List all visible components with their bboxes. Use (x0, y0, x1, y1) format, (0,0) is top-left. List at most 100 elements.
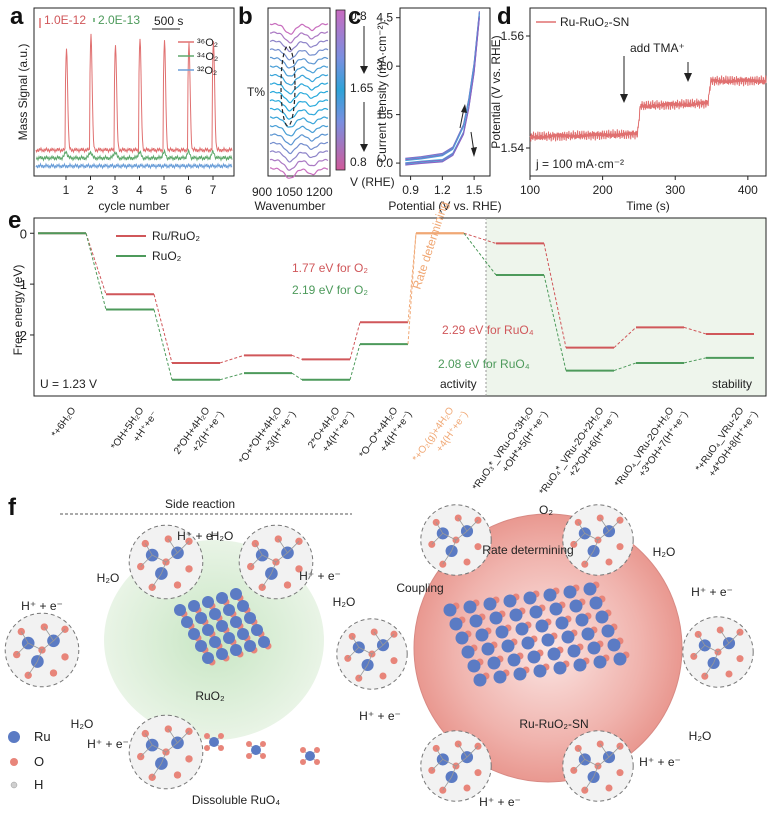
panel-e: 0 -1 -2 *+6H₂O *OH+5H₂O+H⁺+e⁻ 2*OH+4H₂O+2(H⁺… (11, 200, 767, 497)
a-xtick-label: 6 (185, 183, 192, 197)
side-reaction-label: Side reaction (165, 497, 235, 511)
ru-atom (202, 652, 214, 664)
ru-atom (174, 604, 186, 616)
ru-atom (463, 600, 477, 614)
panel-b-xtick-0: 900 (252, 185, 272, 199)
bond (466, 519, 479, 532)
o-atom (246, 753, 252, 759)
colorbar-arrowhead-1 (360, 66, 368, 74)
bond (697, 634, 706, 646)
panel-letter-c: c (348, 3, 361, 30)
panel-e-energy-profiles (38, 232, 754, 381)
o-atom (605, 784, 613, 792)
d-xtick-label: 300 (665, 183, 685, 197)
panel-letter-a: a (10, 3, 24, 30)
spectrum-line (269, 22, 329, 35)
bond (577, 748, 586, 760)
a-xtick-label: 5 (161, 183, 168, 197)
spectrum-line (269, 150, 329, 163)
ru-atom (607, 638, 621, 652)
right-cluster (682, 616, 754, 688)
panel-b-ylabel: T% (247, 85, 265, 99)
h-plus-e-label: H⁺ + e⁻ (639, 755, 681, 769)
ru-atom (529, 605, 543, 619)
left-intermediate-circles (4, 524, 314, 790)
panel-e-legend-0: Ru/RuO₂ (152, 229, 200, 243)
energy-connector (543, 274, 567, 371)
ru-atom (523, 591, 537, 605)
energy-connector (407, 233, 417, 345)
energy-connector (463, 232, 497, 244)
o-atom (314, 759, 320, 765)
ru-atom (244, 612, 256, 624)
panel-e-label-rdss-o2-ru: 1.77 eV for O₂ (292, 261, 368, 275)
bond (287, 541, 300, 554)
panel-e-frame (33, 217, 767, 397)
ru-atom (575, 613, 589, 627)
ru-atom (535, 619, 549, 633)
ru-atom (188, 628, 200, 640)
energy-connector (85, 233, 107, 310)
c-xtick-label: 1.2 (434, 183, 451, 197)
o-atom (204, 733, 210, 739)
spectrum-line (269, 99, 329, 112)
legend-36: ³⁶O₂ (197, 37, 218, 49)
cv-curve (405, 17, 480, 165)
h-plus-e-label: H⁺ + e⁻ (87, 737, 129, 751)
ru-atom (216, 620, 228, 632)
panel-d: 100 200 300 400 1.54 1.56 Ru-RuO₂-SN add TMA⁺… (489, 7, 767, 213)
bond (37, 649, 43, 662)
o-atom (260, 753, 266, 759)
ru-atom (601, 624, 615, 638)
ru-atom (569, 599, 583, 613)
ru-atom (209, 737, 219, 747)
panel-a-xticks: 1 2 3 4 5 6 7 (39, 18, 217, 197)
ru-atom (230, 616, 242, 628)
o-atom (49, 669, 58, 677)
ru-atom (573, 658, 587, 672)
coupling-label: Coupling (396, 581, 443, 595)
cv-curve (405, 16, 480, 164)
bond (455, 756, 468, 767)
bond (254, 543, 263, 556)
bond (271, 561, 277, 574)
series-line-34o2 (35, 148, 233, 162)
left-cluster (128, 524, 204, 600)
e-category-label: *+6H₂O (50, 405, 79, 439)
spectrum-line (269, 158, 329, 171)
bond (152, 554, 167, 563)
bond (584, 776, 594, 791)
energy-connector (219, 372, 245, 381)
ru-atom (589, 596, 603, 610)
bond (431, 533, 444, 545)
right-cluster (562, 504, 634, 576)
ruo2-lattice (174, 588, 272, 666)
bond (593, 539, 599, 552)
ru-atom (595, 610, 609, 624)
bond (442, 533, 457, 541)
panel-d-note: j = 100 mA·cm⁻² (535, 157, 624, 171)
ru-atom (481, 642, 495, 656)
energy-connector (153, 294, 173, 364)
cv-curve (405, 12, 480, 161)
bond (431, 759, 444, 771)
a-xtick-label: 3 (112, 183, 119, 197)
bond (367, 653, 373, 666)
ru-atom (521, 636, 535, 650)
ru-atom (549, 602, 563, 616)
panel-e-label-rate-determining: Rate determining (410, 200, 452, 291)
spectrum-line (269, 82, 329, 95)
a-xtick-label: 4 (136, 183, 143, 197)
bond (435, 522, 444, 534)
legend-34: ³⁴O₂ (197, 51, 218, 63)
bond (28, 642, 43, 651)
panel-b-spectra (269, 22, 329, 179)
bond (140, 744, 153, 757)
bond (277, 538, 288, 554)
cv-curve (405, 15, 480, 164)
panel-a-ylabel: Mass Signal (a.u.) (16, 44, 30, 141)
bond (466, 745, 479, 758)
bond (577, 522, 586, 534)
spectrum-line (269, 48, 329, 61)
